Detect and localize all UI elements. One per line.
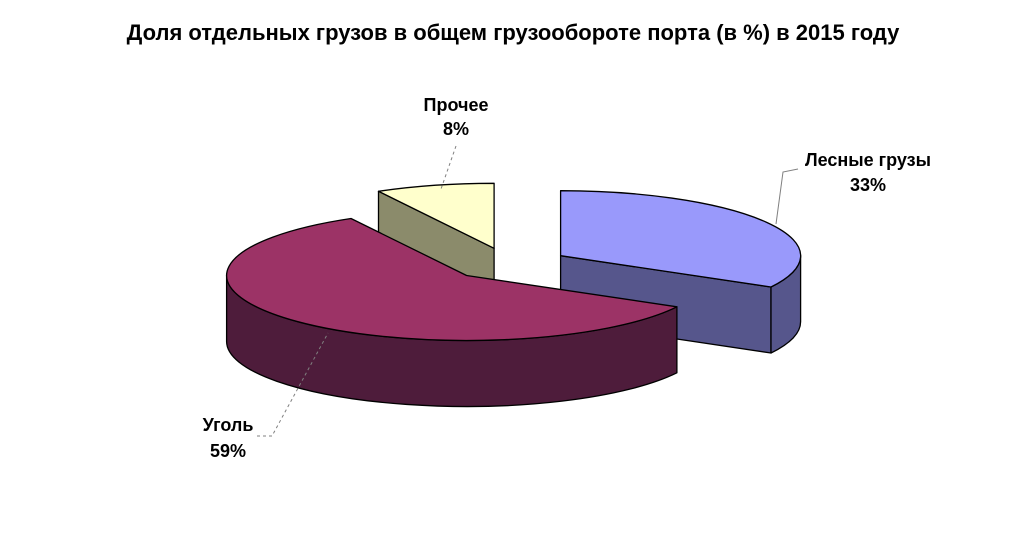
- pie-slice-1: [225, 217, 678, 408]
- slice-percent-label: 59%: [210, 441, 246, 461]
- slice-percent-label: 8%: [443, 119, 469, 139]
- slice-label: Уголь: [203, 415, 254, 435]
- leader-line: [775, 168, 799, 225]
- slice-labels: Лесные грузы 33% Уголь 59% Прочее 8%: [203, 95, 931, 461]
- slice-percent-label: 33%: [850, 175, 886, 195]
- pie-slices: [225, 182, 802, 408]
- slice-label: Прочее: [424, 95, 489, 115]
- slice-label: Лесные грузы: [805, 150, 931, 170]
- leader-line: [440, 145, 457, 190]
- leader-line: [257, 332, 329, 437]
- chart-title: Доля отдельных грузов в общем грузооборо…: [127, 20, 900, 45]
